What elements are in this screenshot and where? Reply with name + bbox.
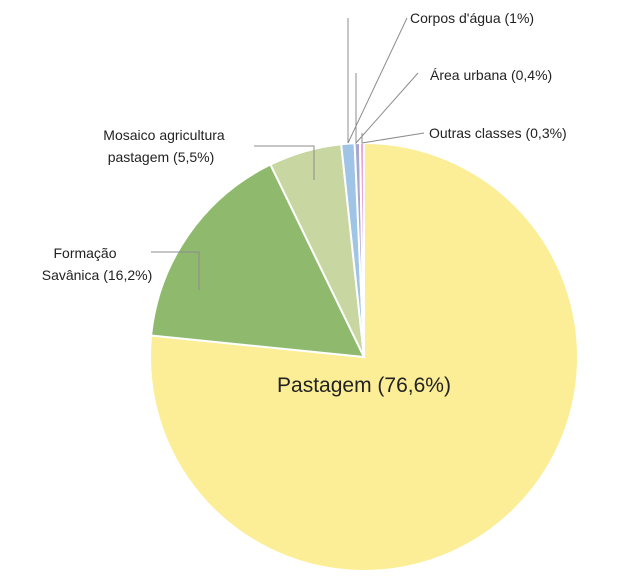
slice-label-urbana: Área urbana (0,4%) xyxy=(430,67,552,83)
leader-line-corpos xyxy=(347,17,408,144)
slice-labels: Pastagem (76,6%) Formação Savânica (16,2… xyxy=(42,10,567,397)
slice-label-outras: Outras classes (0,3%) xyxy=(429,125,567,141)
slice-label-formacao-line2: Savânica (16,2%) xyxy=(42,267,153,283)
leader-line-formacao xyxy=(151,251,200,290)
slice-label-pastagem: Pastagem (76,6%) xyxy=(277,374,451,397)
leader-line-outras xyxy=(361,132,425,144)
slice-label-mosaico-line1: Mosaico agricultura xyxy=(103,127,225,143)
pie-slices xyxy=(149,141,579,572)
leader-line-urbana xyxy=(355,72,419,145)
pie-slice-pastagem xyxy=(149,141,579,572)
leader-line-mosaico xyxy=(254,145,315,180)
pie-slice-formacao-savanica xyxy=(149,163,366,359)
leader-lines xyxy=(151,17,425,290)
slice-label-formacao-line1: Formação xyxy=(53,245,116,261)
slice-label-corpos: Corpos d'água (1%) xyxy=(410,10,534,26)
slice-label-mosaico-line2: pastagem (5,5%) xyxy=(108,149,215,165)
